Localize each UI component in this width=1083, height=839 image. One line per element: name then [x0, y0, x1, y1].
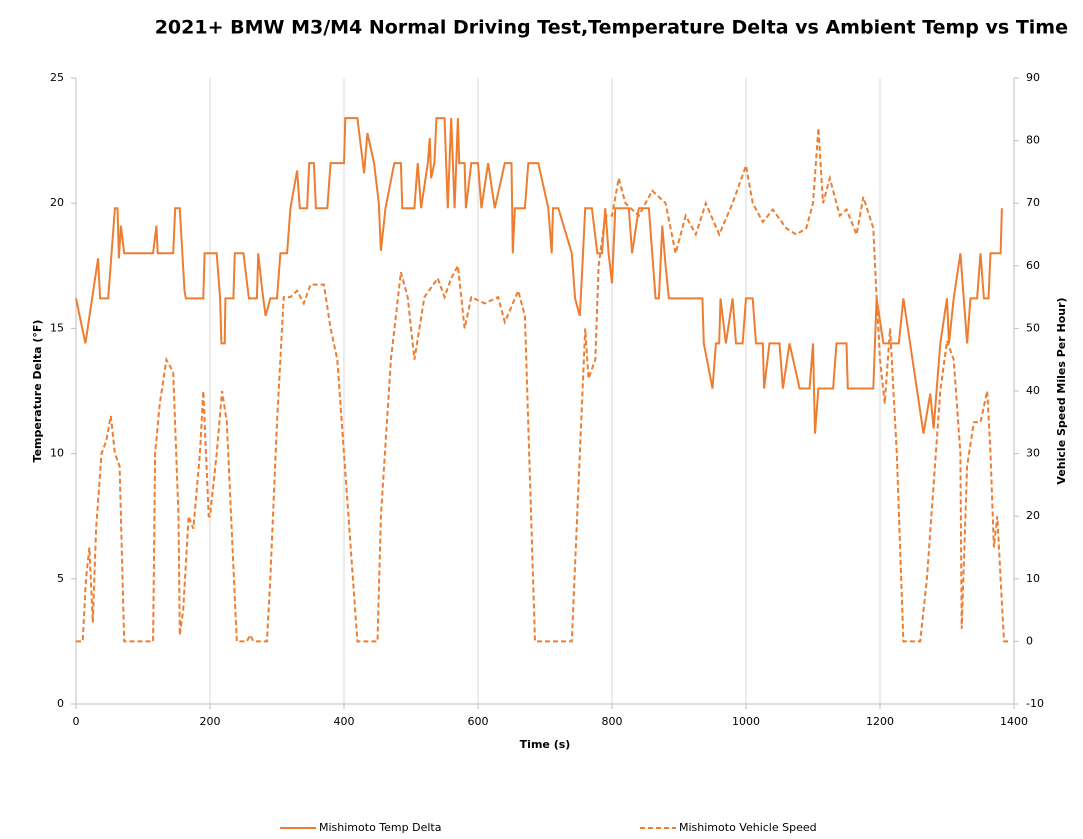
x-tick-label: 0 [73, 715, 80, 728]
y2-tick-label: 20 [1026, 509, 1040, 522]
x-tick-label: 1200 [866, 715, 894, 728]
y-tick-label: 25 [50, 71, 64, 84]
x-tick-label: 600 [468, 715, 489, 728]
y2-tick-label: 60 [1026, 259, 1040, 272]
y2-tick-label: -10 [1026, 697, 1044, 710]
x-tick-label: 200 [200, 715, 221, 728]
x-axis-title: Time (s) [520, 738, 571, 751]
x-tick-label: 400 [334, 715, 355, 728]
series-line [76, 128, 1010, 643]
chart-title: 2021+ BMW M3/M4 Normal Driving Test,Temp… [155, 17, 1068, 39]
y2-tick-label: 30 [1026, 447, 1040, 460]
x-tick-label: 800 [602, 715, 623, 728]
y-tick-label: 15 [50, 321, 64, 334]
series-line [75, 117, 1003, 434]
y-tick-label: 10 [50, 447, 64, 460]
y2-tick-label: 80 [1026, 134, 1040, 147]
y2-tick-label: 0 [1026, 634, 1033, 647]
y2-axis-title: Vehicle Speed Miles Per Hour) [1055, 297, 1068, 484]
x-tick-label: 1000 [732, 715, 760, 728]
y-tick-label: 0 [57, 697, 64, 710]
y2-tick-label: 90 [1026, 71, 1040, 84]
legend-label: Mishimoto Vehicle Speed [679, 821, 817, 834]
x-tick-label: 1400 [1000, 715, 1028, 728]
y2-tick-label: 40 [1026, 384, 1040, 397]
y-axis-title: Temperature Delta (°F) [31, 320, 44, 463]
legend-label: Mishimoto Temp Delta [319, 821, 441, 834]
y2-tick-label: 70 [1026, 196, 1040, 209]
y-tick-label: 5 [57, 572, 64, 585]
y-tick-label: 20 [50, 196, 64, 209]
y2-tick-label: 10 [1026, 572, 1040, 585]
y2-tick-label: 50 [1026, 321, 1040, 334]
